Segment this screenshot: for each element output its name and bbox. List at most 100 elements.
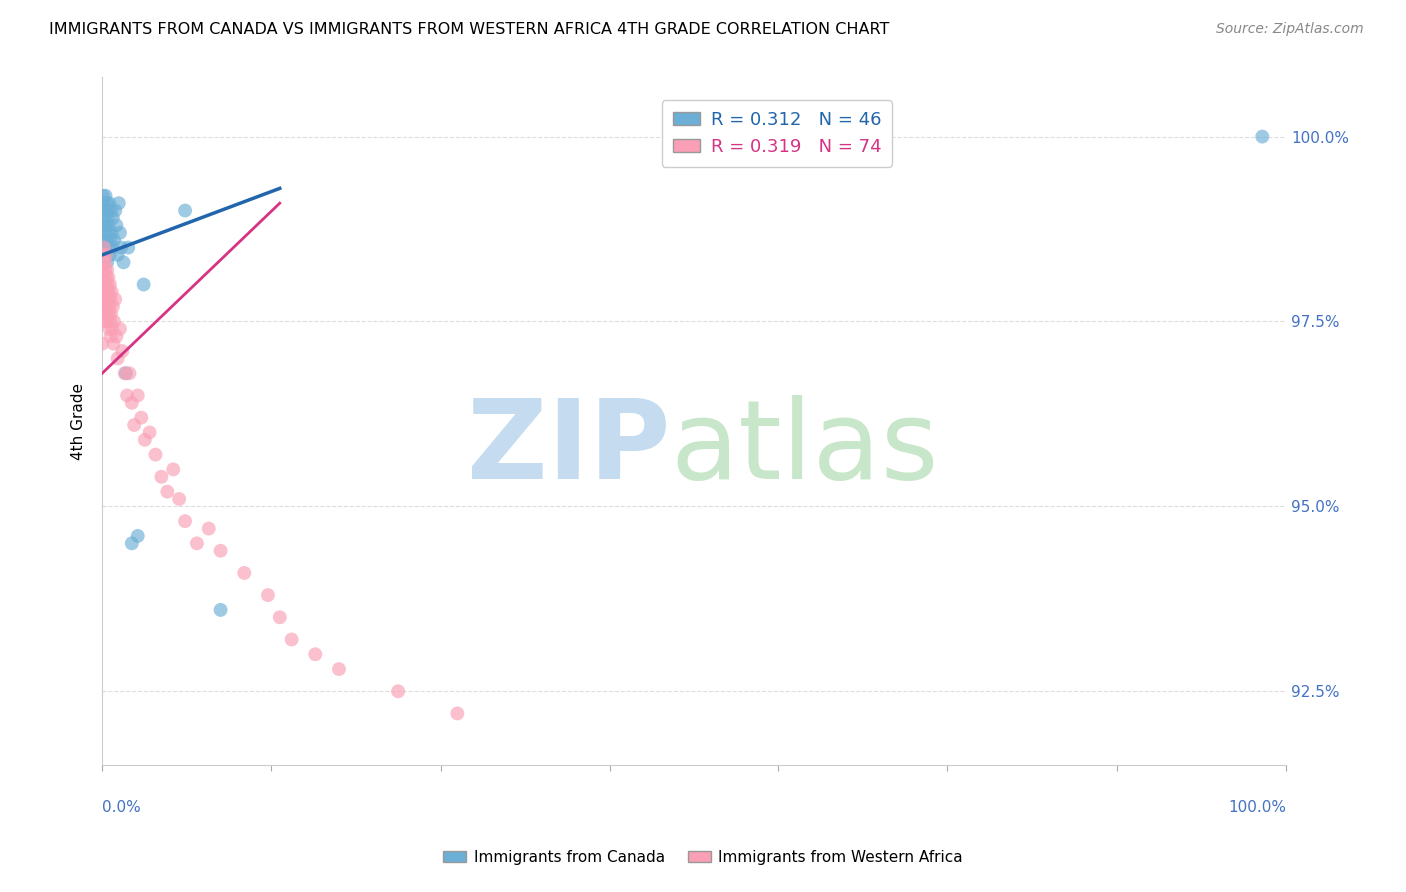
Point	[97, 277, 120, 292]
Legend: R = 0.312   N = 46, R = 0.319   N = 74: R = 0.312 N = 46, R = 0.319 N = 74	[662, 100, 891, 167]
Point	[110, 241, 132, 255]
Point	[96, 196, 118, 211]
Point	[97, 219, 120, 233]
Point	[104, 203, 127, 218]
Point	[145, 448, 167, 462]
Point	[97, 203, 120, 218]
Point	[98, 196, 121, 211]
Point	[103, 233, 125, 247]
Point	[156, 484, 179, 499]
Point	[97, 293, 120, 307]
Point	[94, 285, 117, 299]
Point	[94, 300, 117, 314]
Point	[101, 211, 124, 225]
Point	[162, 462, 184, 476]
Point	[94, 248, 117, 262]
Point	[94, 248, 117, 262]
Text: ZIP: ZIP	[467, 395, 671, 502]
Point	[174, 514, 197, 528]
Point	[94, 255, 117, 269]
Point	[91, 262, 114, 277]
Point	[186, 536, 208, 550]
Point	[121, 536, 143, 550]
Text: IMMIGRANTS FROM CANADA VS IMMIGRANTS FROM WESTERN AFRICA 4TH GRADE CORRELATION C: IMMIGRANTS FROM CANADA VS IMMIGRANTS FRO…	[49, 22, 890, 37]
Point	[1251, 129, 1274, 144]
Point	[93, 233, 115, 247]
Point	[115, 388, 138, 402]
Point	[105, 219, 128, 233]
Point	[100, 203, 122, 218]
Point	[101, 300, 124, 314]
Point	[127, 529, 149, 543]
Point	[387, 684, 409, 698]
Point	[103, 314, 125, 328]
Point	[167, 491, 190, 506]
Point	[97, 226, 120, 240]
Text: 100.0%: 100.0%	[1227, 799, 1286, 814]
Point	[122, 417, 145, 432]
Point	[91, 248, 114, 262]
Point	[93, 307, 115, 321]
Point	[118, 366, 141, 380]
Point	[96, 203, 118, 218]
Point	[209, 543, 232, 558]
Text: Source: ZipAtlas.com: Source: ZipAtlas.com	[1216, 22, 1364, 37]
Point	[150, 470, 173, 484]
Point	[112, 255, 135, 269]
Point	[280, 632, 302, 647]
Point	[100, 307, 122, 321]
Point	[93, 203, 115, 218]
Point	[98, 248, 121, 262]
Point	[98, 300, 121, 314]
Point	[115, 366, 138, 380]
Point	[107, 196, 129, 211]
Point	[98, 314, 121, 328]
Point	[96, 300, 118, 314]
Point	[98, 277, 121, 292]
Point	[91, 188, 114, 202]
Point	[97, 307, 120, 321]
Point	[93, 255, 115, 269]
Point	[104, 293, 127, 307]
Point	[233, 566, 256, 580]
Point	[93, 255, 115, 269]
Point	[127, 388, 149, 402]
Point	[100, 226, 122, 240]
Point	[94, 277, 117, 292]
Point	[94, 188, 117, 202]
Point	[94, 203, 117, 218]
Point	[117, 241, 139, 255]
Point	[96, 211, 118, 225]
Point	[96, 233, 118, 247]
Point	[100, 329, 122, 343]
Point	[304, 648, 326, 662]
Point	[209, 603, 232, 617]
Point	[93, 300, 115, 314]
Point	[91, 314, 114, 328]
Point	[101, 322, 124, 336]
Point	[91, 285, 114, 299]
Legend: Immigrants from Canada, Immigrants from Western Africa: Immigrants from Canada, Immigrants from …	[437, 844, 969, 871]
Point	[100, 233, 122, 247]
Text: 0.0%: 0.0%	[103, 799, 141, 814]
Point	[134, 433, 156, 447]
Point	[108, 226, 131, 240]
Point	[111, 344, 134, 359]
Text: atlas: atlas	[671, 395, 939, 502]
Point	[94, 241, 117, 255]
Y-axis label: 4th Grade: 4th Grade	[72, 383, 86, 460]
Point	[96, 285, 118, 299]
Point	[93, 277, 115, 292]
Point	[94, 219, 117, 233]
Point	[93, 241, 115, 255]
Point	[97, 270, 120, 285]
Point	[121, 396, 143, 410]
Point	[93, 270, 115, 285]
Point	[91, 219, 114, 233]
Point	[107, 248, 129, 262]
Point	[96, 293, 118, 307]
Point	[108, 322, 131, 336]
Point	[100, 285, 122, 299]
Point	[98, 322, 121, 336]
Point	[93, 211, 115, 225]
